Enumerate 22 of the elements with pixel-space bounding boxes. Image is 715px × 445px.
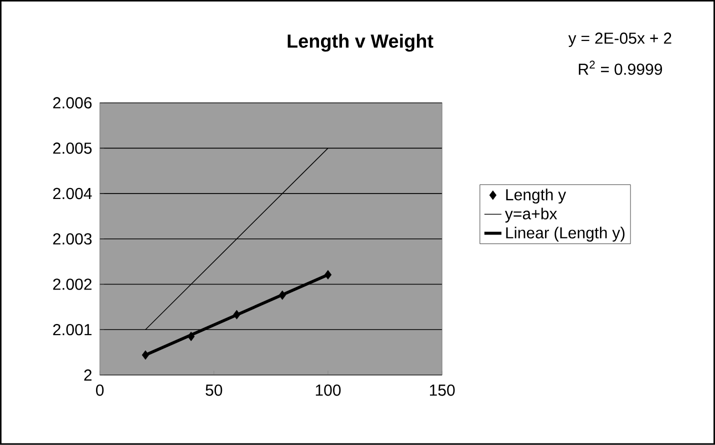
- y-tick-label: 2.006: [53, 97, 92, 109]
- x-tick-label: 150: [430, 384, 455, 396]
- y-tick-label: 2.005: [53, 142, 92, 154]
- point: [233, 310, 240, 320]
- x-tick-label: 100: [316, 384, 341, 396]
- y-tick-label: 2.002: [53, 278, 92, 290]
- y-tick-label: 2: [84, 370, 92, 381]
- x-tick-label: 0: [96, 384, 104, 396]
- point: [278, 290, 286, 300]
- legend-label: y=a+bx: [504, 208, 558, 223]
- legend-label: Length y: [506, 188, 566, 204]
- y-tick-label: 2.004: [53, 188, 92, 200]
- legend-label: Linear (Length y): [506, 226, 624, 242]
- chart-title: Length v Weight: [288, 34, 434, 52]
- text: R$^{2}$ = 0.9999: [578, 60, 662, 75]
- x-tick-label: 50: [206, 384, 222, 396]
- text: y = 2E-05x + 2: [568, 32, 672, 48]
- point: [188, 332, 195, 342]
- y-tick-label: 2.001: [53, 324, 92, 336]
- point: [324, 270, 332, 280]
- point: [142, 350, 150, 360]
- y-tick-label: 2.003: [53, 233, 92, 245]
